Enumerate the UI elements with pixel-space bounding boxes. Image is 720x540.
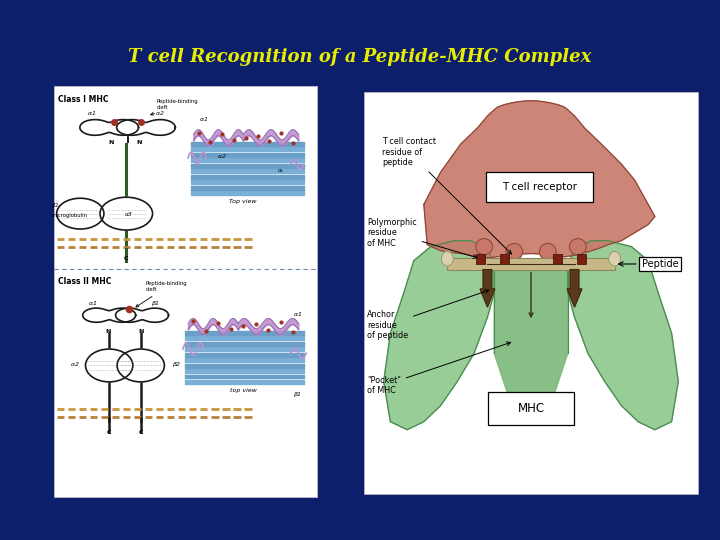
Text: $\alpha$2: $\alpha$2 bbox=[156, 109, 165, 117]
Ellipse shape bbox=[86, 349, 133, 382]
Text: N: N bbox=[138, 329, 143, 334]
Text: Anchor
residue
of peptide: Anchor residue of peptide bbox=[367, 289, 489, 340]
Text: $\alpha$2: $\alpha$2 bbox=[217, 152, 227, 160]
FancyBboxPatch shape bbox=[577, 253, 585, 264]
Circle shape bbox=[608, 252, 621, 266]
Text: T cell Recognition of a Peptide-MHC Complex: T cell Recognition of a Peptide-MHC Comp… bbox=[128, 48, 592, 66]
Text: N: N bbox=[105, 329, 111, 334]
Polygon shape bbox=[567, 269, 582, 307]
Text: $\beta$2: $\beta$2 bbox=[172, 360, 182, 369]
Ellipse shape bbox=[539, 244, 556, 260]
FancyBboxPatch shape bbox=[477, 253, 485, 264]
Text: Peptide: Peptide bbox=[618, 259, 678, 269]
Ellipse shape bbox=[506, 244, 523, 260]
FancyBboxPatch shape bbox=[54, 86, 317, 497]
FancyBboxPatch shape bbox=[488, 393, 574, 425]
Text: Top view: Top view bbox=[230, 199, 257, 204]
Text: N: N bbox=[109, 140, 114, 145]
Text: MHC: MHC bbox=[518, 402, 544, 415]
FancyBboxPatch shape bbox=[364, 92, 698, 494]
Polygon shape bbox=[424, 100, 655, 258]
FancyBboxPatch shape bbox=[447, 258, 615, 269]
Polygon shape bbox=[494, 265, 568, 414]
Text: $\alpha$1: $\alpha$1 bbox=[293, 310, 302, 318]
Polygon shape bbox=[117, 119, 175, 136]
Polygon shape bbox=[80, 119, 138, 136]
Text: microglobulin: microglobulin bbox=[51, 213, 87, 218]
Text: $\alpha$1: $\alpha$1 bbox=[199, 115, 207, 123]
FancyBboxPatch shape bbox=[554, 253, 562, 264]
Text: "Pocket"
of MHC: "Pocket" of MHC bbox=[367, 342, 510, 395]
Text: Class I MHC: Class I MHC bbox=[58, 94, 109, 104]
Text: $\alpha$1: $\alpha$1 bbox=[87, 109, 96, 117]
Polygon shape bbox=[480, 269, 495, 307]
Text: $\alpha$1: $\alpha$1 bbox=[88, 299, 97, 307]
FancyBboxPatch shape bbox=[486, 172, 593, 202]
Text: $\beta$1: $\beta$1 bbox=[151, 299, 161, 308]
Text: Peptide-binding
cleft: Peptide-binding cleft bbox=[150, 99, 198, 115]
Text: T cell contact
residue of
peptide: T cell contact residue of peptide bbox=[382, 137, 511, 254]
Polygon shape bbox=[384, 241, 494, 430]
Text: N: N bbox=[137, 140, 142, 145]
Text: $\alpha_c$: $\alpha_c$ bbox=[277, 167, 285, 176]
Ellipse shape bbox=[100, 197, 153, 230]
Text: $\beta$1: $\beta$1 bbox=[293, 390, 302, 399]
Text: C: C bbox=[107, 430, 112, 435]
Ellipse shape bbox=[57, 198, 104, 229]
FancyBboxPatch shape bbox=[500, 253, 508, 264]
Circle shape bbox=[441, 252, 454, 266]
Text: $\beta$2-: $\beta$2- bbox=[51, 201, 62, 210]
Text: top view: top view bbox=[230, 388, 256, 393]
Ellipse shape bbox=[570, 239, 586, 255]
Polygon shape bbox=[83, 308, 135, 322]
Text: $\alpha$2: $\alpha$2 bbox=[70, 360, 79, 368]
Text: $\alpha$3: $\alpha$3 bbox=[125, 210, 133, 218]
Text: T cell receptor: T cell receptor bbox=[502, 183, 577, 192]
Text: C: C bbox=[138, 430, 143, 435]
Text: Polymorphic
residue
of MHC: Polymorphic residue of MHC bbox=[367, 218, 477, 259]
Polygon shape bbox=[568, 241, 678, 430]
Text: C: C bbox=[124, 256, 129, 261]
Text: Class II MHC: Class II MHC bbox=[58, 277, 112, 286]
Ellipse shape bbox=[117, 349, 164, 382]
Text: Peptide-binding
cleft: Peptide-binding cleft bbox=[136, 281, 188, 307]
Ellipse shape bbox=[476, 239, 492, 255]
Polygon shape bbox=[116, 308, 168, 322]
